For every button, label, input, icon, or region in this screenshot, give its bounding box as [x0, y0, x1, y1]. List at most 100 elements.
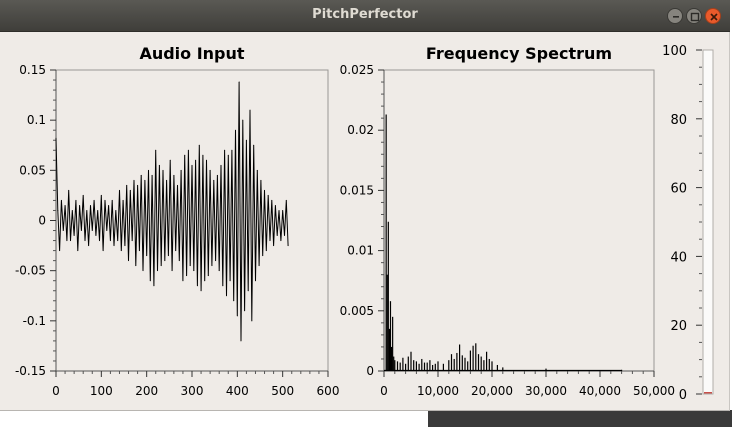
audio-sample-point: [235, 129, 237, 131]
audio-sample-point: [265, 250, 267, 252]
audio-sample-point: [102, 250, 104, 252]
audio-sample-point: [93, 199, 95, 201]
level-meter-tick-label: 80: [670, 113, 687, 128]
audio-sample-point: [129, 189, 131, 191]
audio-sample-point: [180, 169, 182, 171]
audio-x-tick-label: 200: [135, 384, 158, 398]
level-meter-tick-label: 100: [662, 44, 687, 59]
title-bar[interactable]: PitchPerfector: [0, 0, 730, 32]
frequency-spectrum-plot: 0 0.005 0.01 0.015 0.02 0.025 0 10,000 20,000 30,…: [340, 63, 675, 398]
audio-sample-point: [158, 164, 160, 166]
spectrum-x-tick-label: 10,000: [417, 384, 459, 398]
audio-x-tick-label: 300: [181, 384, 204, 398]
audio-sample-point: [113, 245, 115, 247]
audio-sample-point: [260, 179, 262, 181]
audio-sample-point: [71, 209, 73, 211]
audio-sample-point: [133, 179, 135, 181]
audio-sample-point: [249, 109, 251, 111]
audio-sample-point: [213, 179, 215, 181]
audio-sample-point: [224, 149, 226, 151]
audio-y-tick-label: 0: [38, 214, 46, 228]
audio-x-tick-label: 500: [271, 384, 294, 398]
audio-sample-point: [229, 280, 231, 282]
audio-sample-point: [146, 255, 148, 257]
spectrum-y-tick-label: 0.01: [347, 244, 374, 258]
audio-sample-point: [200, 290, 202, 292]
audio-sample-point: [280, 240, 282, 242]
audio-x-tick-label: 0: [52, 384, 60, 398]
audio-sample-point: [118, 189, 120, 191]
audio-y-tick-label: -0.05: [15, 264, 46, 278]
audio-sample-point: [274, 204, 276, 206]
audio-sample-point: [100, 194, 102, 196]
audio-sample-point: [173, 174, 175, 176]
audio-sample-point: [59, 250, 61, 252]
audio-sample-point: [151, 174, 153, 176]
audio-sample-point: [140, 174, 142, 176]
maximize-button[interactable]: [686, 8, 702, 24]
audio-sample-point: [73, 235, 75, 237]
audio-sample-point: [271, 199, 273, 201]
audio-sample-point: [283, 235, 285, 237]
spectrum-y-tick-label: 0.005: [340, 304, 374, 318]
audio-sample-point: [153, 285, 155, 287]
audio-sample-point: [55, 137, 57, 139]
audio-sample-point: [86, 209, 88, 211]
audio-sample-point: [218, 270, 220, 272]
audio-sample-point: [227, 154, 229, 156]
audio-sample-point: [186, 275, 188, 277]
audio-sample-point: [111, 199, 113, 201]
audio-sample-point: [66, 240, 68, 242]
spectrum-x-tick-label: 50,000: [633, 384, 675, 398]
audio-sample-point: [207, 275, 209, 277]
audio-sample-point: [273, 245, 275, 247]
audio-sample-point: [267, 194, 269, 196]
audio-sample-point: [191, 164, 193, 166]
audio-sample-point: [242, 119, 244, 121]
audio-sample-point: [236, 315, 238, 317]
audio-sample-point: [126, 184, 128, 186]
minimize-icon: [673, 16, 679, 18]
audio-sample-point: [157, 270, 159, 272]
audio-sample-point: [282, 209, 284, 211]
level-meter: 100 80 60 40 20 0: [662, 44, 714, 403]
audio-sample-point: [216, 174, 218, 176]
minimize-button[interactable]: [667, 8, 683, 24]
audio-sample-point: [79, 204, 81, 206]
audio-sample-point: [176, 184, 178, 186]
audio-sample-point: [106, 230, 108, 232]
close-icon: [710, 13, 718, 21]
audio-sample-point: [253, 144, 255, 146]
audio-sample-point: [202, 154, 204, 156]
maximize-icon: [690, 12, 700, 22]
audio-sample-point: [104, 199, 106, 201]
audio-x-tick-label: 600: [317, 384, 340, 398]
close-button[interactable]: [705, 8, 721, 24]
level-meter-track: [702, 49, 714, 395]
audio-sample-point: [269, 240, 271, 242]
audio-sample-point: [276, 235, 278, 237]
audio-sample-point: [182, 280, 184, 282]
audio-sample-point: [128, 260, 130, 262]
audio-sample-point: [124, 245, 126, 247]
audio-sample-point: [175, 250, 177, 252]
audio-sample-point: [225, 295, 227, 297]
audio-sample-point: [251, 320, 253, 322]
level-meter-tick-label: 40: [670, 250, 687, 265]
audio-sample-point: [109, 240, 111, 242]
spectrum-x-tick-label: 0: [380, 384, 388, 398]
audio-sample-point: [137, 184, 139, 186]
audio-sample-point: [75, 199, 77, 201]
audio-sample-point: [240, 340, 242, 342]
audio-sample-point: [82, 194, 84, 196]
audio-sample-point: [89, 204, 91, 206]
audio-sample-point: [193, 270, 195, 272]
audio-sample-point: [258, 265, 260, 267]
audio-input-plot: -0.15 -0.1 -0.05 0 0.05 0.1 0.15 0 100 200 300 400 5…: [15, 63, 340, 398]
audio-sample-point: [262, 255, 264, 257]
audio-sample-point: [233, 300, 235, 302]
audio-sample-point: [99, 240, 101, 242]
audio-sample-point: [244, 310, 246, 312]
app-window: PitchPerfector Audio Input Frequency Spe…: [0, 0, 730, 411]
spectrum-x-tick-label: 40,000: [579, 384, 621, 398]
